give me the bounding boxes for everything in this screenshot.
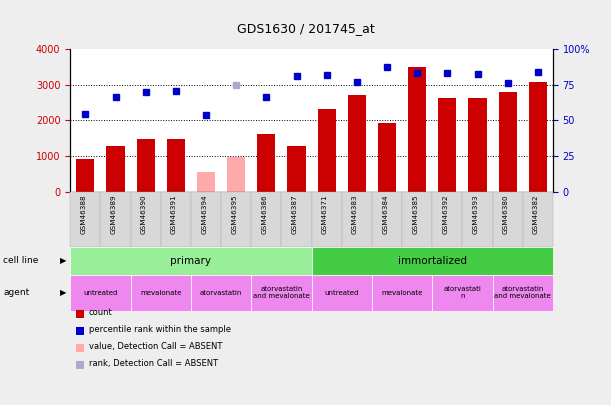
Bar	[342, 192, 372, 247]
Text: GDS1630 / 201745_at: GDS1630 / 201745_at	[236, 22, 375, 35]
Bar	[499, 92, 517, 192]
Text: primary: primary	[170, 256, 211, 266]
Bar	[191, 192, 221, 247]
Bar	[312, 275, 372, 311]
Text: atorvastatin: atorvastatin	[200, 290, 243, 296]
Bar	[402, 192, 433, 247]
Text: untreated: untreated	[83, 290, 118, 296]
Bar	[372, 192, 402, 247]
Text: immortalized: immortalized	[398, 256, 467, 266]
Text: atorvastatin
and mevalonate: atorvastatin and mevalonate	[494, 286, 551, 299]
Bar	[76, 326, 84, 335]
Bar	[76, 360, 84, 369]
Bar	[221, 192, 251, 247]
Text: GSM46371: GSM46371	[322, 194, 328, 234]
Text: GSM46390: GSM46390	[141, 194, 147, 234]
Text: atorvastatin
and mevalonate: atorvastatin and mevalonate	[253, 286, 310, 299]
Bar	[492, 275, 553, 311]
Bar	[378, 123, 396, 192]
Bar	[251, 192, 282, 247]
Text: GSM46386: GSM46386	[262, 194, 268, 234]
Bar	[523, 192, 553, 247]
Bar	[288, 146, 306, 192]
Text: value, Detection Call = ABSENT: value, Detection Call = ABSENT	[89, 342, 222, 351]
Text: GSM46388: GSM46388	[81, 194, 87, 234]
Bar	[257, 134, 276, 192]
Bar	[191, 275, 251, 311]
Bar	[492, 192, 523, 247]
Bar	[251, 275, 312, 311]
Bar	[433, 275, 492, 311]
Text: GSM46383: GSM46383	[352, 194, 358, 234]
Text: GSM46392: GSM46392	[442, 194, 448, 234]
Text: mevalonate: mevalonate	[381, 290, 423, 296]
Bar	[469, 98, 486, 192]
Bar	[197, 172, 215, 192]
Text: GSM46384: GSM46384	[382, 194, 388, 234]
Text: atorvastati
n: atorvastati n	[444, 286, 481, 299]
Bar	[167, 139, 185, 192]
Text: agent: agent	[3, 288, 29, 297]
Text: GSM46391: GSM46391	[171, 194, 177, 234]
Text: GSM46385: GSM46385	[412, 194, 419, 234]
Bar	[282, 192, 312, 247]
Bar	[70, 192, 100, 247]
Text: untreated: untreated	[324, 290, 359, 296]
Bar	[76, 309, 84, 318]
Bar	[131, 192, 161, 247]
Bar	[312, 247, 553, 275]
Bar	[312, 192, 342, 247]
Text: GSM46395: GSM46395	[232, 194, 238, 234]
Bar	[70, 247, 312, 275]
Bar	[372, 275, 433, 311]
Bar	[348, 95, 366, 192]
Bar	[529, 82, 547, 192]
Bar	[76, 343, 84, 352]
Text: ▶: ▶	[60, 256, 66, 265]
Bar	[433, 192, 463, 247]
Text: percentile rank within the sample: percentile rank within the sample	[89, 325, 230, 334]
Text: GSM46387: GSM46387	[291, 194, 298, 234]
Bar	[106, 146, 125, 192]
Text: cell line: cell line	[3, 256, 38, 265]
Text: count: count	[89, 308, 112, 317]
Bar	[70, 275, 131, 311]
Bar	[408, 67, 426, 192]
Text: GSM46393: GSM46393	[473, 194, 479, 234]
Bar	[76, 159, 95, 192]
Text: GSM46380: GSM46380	[503, 194, 509, 234]
Bar	[100, 192, 131, 247]
Bar	[438, 98, 456, 192]
Bar	[463, 192, 492, 247]
Bar	[318, 109, 336, 192]
Text: GSM46389: GSM46389	[111, 194, 117, 234]
Bar	[137, 139, 155, 192]
Bar	[227, 157, 245, 192]
Text: ▶: ▶	[60, 288, 66, 297]
Text: GSM46394: GSM46394	[201, 194, 207, 234]
Bar	[161, 192, 191, 247]
Text: rank, Detection Call = ABSENT: rank, Detection Call = ABSENT	[89, 359, 218, 368]
Bar	[131, 275, 191, 311]
Text: GSM46382: GSM46382	[533, 194, 539, 234]
Text: mevalonate: mevalonate	[140, 290, 181, 296]
